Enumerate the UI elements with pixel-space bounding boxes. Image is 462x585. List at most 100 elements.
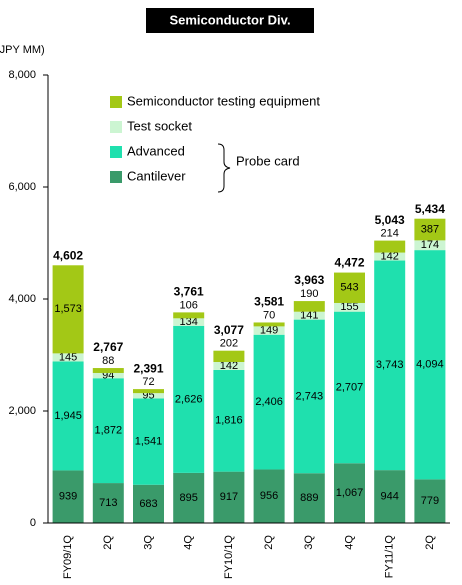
value-label: 1,541 [135,436,163,448]
bar-segment [414,218,446,241]
value-label: 72 [142,376,154,388]
value-label: 1,816 [215,415,243,427]
total-label: 5,434 [415,202,445,216]
value-label: 142 [381,250,399,262]
bar-segment [52,361,84,471]
bar-segment [374,470,406,523]
bar-segment [173,312,205,319]
y-tick-label: 0 [30,517,36,529]
value-label: 174 [421,239,439,251]
bar-segment [92,368,124,373]
total-label: 3,077 [214,323,244,337]
bar-segment [133,389,164,394]
value-label: 70 [263,309,275,321]
total-label: 5,043 [375,213,405,227]
chart-title: Semiconductor Div. [169,12,290,27]
bar-segment [414,240,446,251]
bar-segment [133,484,164,523]
total-label: 3,963 [294,273,324,287]
annotation: Probe card [236,153,300,168]
x-tick-label: 3Q [142,535,154,550]
legend-swatch [110,121,122,133]
value-label: 134 [180,316,198,328]
bar-segment [253,334,285,470]
value-label: 88 [102,355,114,367]
y-tick-label: 4,000 [8,293,36,305]
value-label: 543 [340,282,358,294]
bar-segment [334,311,365,464]
value-label: 142 [220,360,238,372]
bar-segment [173,318,205,326]
value-label: 145 [59,351,77,363]
value-label: 387 [421,223,439,235]
value-label: 2,626 [175,393,203,405]
x-tick-label: 3Q [303,535,315,550]
bar-segment [374,252,406,261]
value-label: 683 [139,498,157,510]
bar-segment [414,479,446,523]
total-label: 4,602 [53,248,83,262]
value-label: 939 [59,491,77,503]
bar-segment [213,369,245,472]
y-tick-label: 6,000 [8,181,36,193]
x-tick-label: 2Q [263,535,275,550]
brace [217,143,231,193]
bar-segment [293,311,325,320]
legend-label: Semiconductor testing equipment [127,93,320,108]
value-label: 1,573 [54,303,82,315]
legend-swatch [110,171,122,183]
value-label: 2,707 [336,381,364,393]
x-tick-label: FY09/1Q [62,535,74,579]
total-label: 3,761 [174,285,204,299]
legend-label: Test socket [127,118,192,133]
bar-segment [173,325,205,473]
bar-segment [52,265,84,354]
legend-swatch [110,96,122,108]
bar-segment [253,469,285,523]
x-tick-label: FY11/1Q [384,535,396,579]
value-label: 141 [300,310,318,322]
total-label: 2,767 [93,340,123,354]
bar-segment [293,301,325,312]
value-label: 1,067 [336,487,364,499]
bar-segment [173,472,205,523]
x-tick-label: 4Q [183,535,195,550]
bar-segment [334,272,365,303]
bar-segment [213,362,245,370]
value-label: 190 [300,288,318,300]
bar-segment [133,393,164,399]
value-label: 2,406 [255,396,283,408]
bar-segment [334,302,365,312]
value-label: 2,743 [296,390,324,402]
value-label: 779 [421,495,439,507]
bar-segment [133,398,164,485]
value-label: 106 [180,299,198,311]
x-tick-label: 2Q [424,535,436,550]
value-label: 1,945 [54,410,82,422]
bar-segment [374,240,406,253]
y-tick-label: 2,000 [8,405,36,417]
bar-segment [92,378,124,484]
value-label: 155 [340,301,358,313]
bar-segment [213,471,245,523]
x-tick-label: 4Q [343,535,355,550]
x-tick-label: 2Q [102,535,114,550]
value-label: 149 [260,324,278,336]
bar-segment [253,326,285,335]
bar-segment [293,473,325,523]
total-label: 2,391 [133,361,163,375]
bar-segment [293,319,325,474]
y-tick-label: 8,000 [8,69,36,81]
bar-segment [374,260,406,471]
y-axis-label: (JPY MM) [0,44,45,56]
value-label: 214 [381,227,399,239]
bar-segment [52,470,84,523]
value-label: 944 [381,490,399,502]
bar-segment [92,372,124,379]
bar-segment [414,250,446,480]
bar-segment [334,463,365,523]
title-box [146,8,314,33]
legend-label: Cantilever [127,168,186,183]
value-label: 713 [99,497,117,509]
